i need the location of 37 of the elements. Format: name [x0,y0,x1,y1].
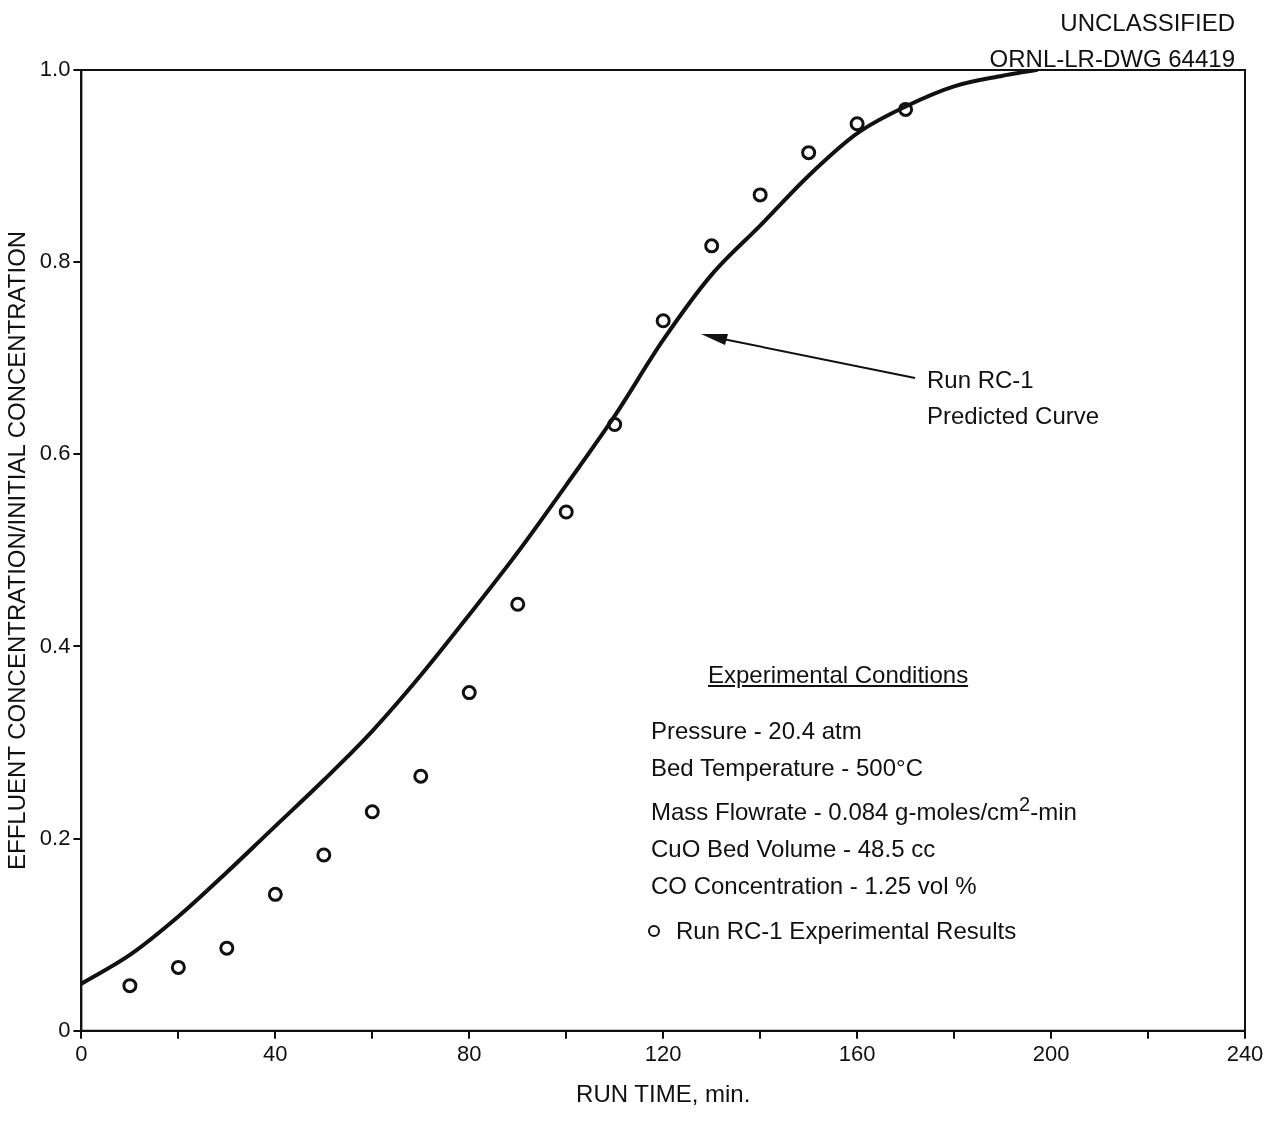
y-axis-title: EFFLUENT CONCENTRATION/INITIAL CONCENTRATION [3,230,31,870]
y-tick-label: 0.2 [39,824,71,850]
x-tick-label: 0 [75,1041,88,1067]
y-tick-label: 0.8 [39,248,71,274]
point [413,768,429,784]
x-tick-label: 240 [1226,1041,1264,1067]
point [510,596,526,612]
x-tick-label: 200 [1032,1041,1070,1067]
x-tick-label: 120 [644,1041,682,1067]
point [316,847,332,863]
point [655,313,671,329]
legend-label: Run RC-1 Experimental Results [676,916,1017,946]
y-tick-label: 0.6 [39,440,71,466]
x-tick-label: 160 [838,1041,876,1067]
x-axis-title: RUN TIME, min. [576,1080,751,1108]
y-tick-label: 1.0 [39,56,71,82]
point [170,959,186,975]
point [267,886,283,902]
point [219,940,235,956]
text: Pressure - 20.4 atm Bed Temperature - 500°C Mass Flowrate - 0.084 g-moles/cm$^{2}$-min CuO Bed Volume - 48.5 cc CO Concentration - 1.25 vol % [651,717,1077,899]
point [607,417,623,433]
y-tick-label: 0.4 [39,632,71,658]
point [122,978,138,994]
point [704,238,720,254]
point [364,804,380,820]
x-tick-label: 40 [263,1041,288,1067]
point [849,116,865,132]
annotation: Experimental Conditions [708,660,969,690]
point [752,187,768,203]
point [461,685,477,701]
x-tick-label: 80 [457,1041,482,1067]
annotation: Run RC-1 Predicted Curve [927,365,1100,431]
point [558,504,574,520]
y-tick-label: 0 [58,1016,71,1042]
point [801,145,817,161]
annotation: UNCLASSIFIED ORNL-LR-DWG 64419 [989,8,1235,74]
point [898,101,914,117]
